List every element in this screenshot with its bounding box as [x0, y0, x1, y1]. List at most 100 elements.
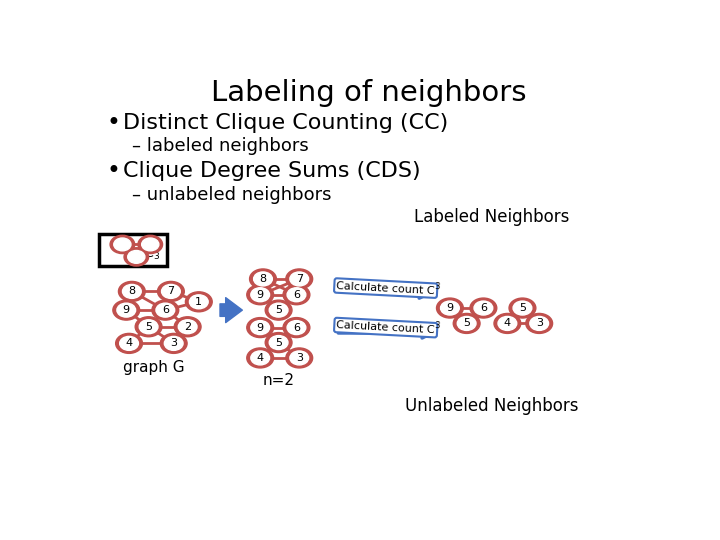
Text: 5: 5	[145, 322, 152, 332]
Circle shape	[265, 333, 292, 353]
Circle shape	[457, 316, 476, 330]
Text: 6: 6	[293, 290, 300, 300]
Circle shape	[269, 335, 288, 349]
Circle shape	[119, 281, 145, 301]
Circle shape	[290, 351, 309, 365]
Circle shape	[113, 300, 140, 320]
Circle shape	[436, 298, 463, 318]
Circle shape	[283, 285, 310, 305]
Circle shape	[474, 301, 492, 315]
Text: Calculate count C: Calculate count C	[336, 280, 435, 296]
Text: 6: 6	[293, 322, 300, 333]
Text: 3: 3	[170, 339, 177, 348]
Circle shape	[287, 288, 306, 302]
FancyBboxPatch shape	[99, 234, 167, 266]
Circle shape	[152, 300, 179, 320]
Circle shape	[122, 285, 141, 299]
Text: 8: 8	[259, 274, 266, 284]
Circle shape	[138, 235, 163, 254]
Text: 6: 6	[480, 303, 487, 313]
Circle shape	[286, 269, 312, 289]
Circle shape	[156, 303, 175, 317]
Circle shape	[158, 281, 184, 301]
Circle shape	[186, 292, 212, 312]
Circle shape	[124, 248, 148, 266]
Text: 9: 9	[256, 290, 264, 300]
Circle shape	[526, 313, 552, 333]
Text: Unlabeled Neighbors: Unlabeled Neighbors	[405, 397, 578, 415]
Text: 5: 5	[463, 319, 470, 328]
Circle shape	[161, 285, 180, 299]
Circle shape	[127, 251, 145, 264]
Text: 2: 2	[184, 322, 192, 332]
Text: 9: 9	[256, 322, 264, 333]
Circle shape	[498, 316, 517, 330]
Circle shape	[513, 301, 532, 315]
Circle shape	[142, 238, 159, 251]
Text: – unlabeled neighbors: – unlabeled neighbors	[132, 186, 331, 204]
Circle shape	[250, 269, 276, 289]
Circle shape	[251, 351, 269, 365]
Circle shape	[247, 285, 274, 305]
Circle shape	[139, 320, 158, 334]
Circle shape	[116, 333, 143, 353]
Circle shape	[164, 336, 183, 350]
Circle shape	[189, 295, 208, 309]
Text: 3: 3	[434, 321, 440, 330]
Circle shape	[290, 272, 309, 286]
Text: 3: 3	[296, 353, 302, 363]
Text: 5: 5	[275, 305, 282, 315]
Circle shape	[247, 318, 274, 338]
Text: Labeling of neighbors: Labeling of neighbors	[211, 79, 527, 107]
Circle shape	[253, 272, 272, 286]
Text: 8: 8	[128, 286, 135, 296]
Text: •: •	[107, 111, 121, 135]
Text: 5: 5	[519, 303, 526, 313]
Circle shape	[287, 321, 306, 335]
Circle shape	[494, 313, 521, 333]
Text: 3: 3	[434, 282, 440, 291]
Text: 6: 6	[162, 305, 168, 315]
Text: 4: 4	[125, 339, 132, 348]
Text: 9: 9	[122, 305, 130, 315]
Text: •: •	[107, 159, 121, 183]
Circle shape	[174, 317, 201, 337]
Text: 5: 5	[275, 338, 282, 348]
Circle shape	[470, 298, 497, 318]
Text: C: C	[145, 247, 153, 260]
Circle shape	[179, 320, 197, 334]
Circle shape	[135, 317, 162, 337]
Text: graph G: graph G	[123, 360, 185, 375]
Text: 4: 4	[256, 353, 264, 363]
Text: 3: 3	[536, 319, 543, 328]
Text: 4: 4	[504, 319, 511, 328]
Circle shape	[247, 348, 274, 368]
Text: n=2: n=2	[263, 373, 294, 388]
Circle shape	[251, 288, 269, 302]
Circle shape	[509, 298, 536, 318]
Circle shape	[454, 313, 480, 333]
Text: Distinct Clique Counting (CC): Distinct Clique Counting (CC)	[124, 113, 449, 133]
Circle shape	[283, 318, 310, 338]
Circle shape	[251, 321, 269, 335]
Circle shape	[269, 303, 288, 317]
Circle shape	[286, 348, 312, 368]
Circle shape	[120, 336, 138, 350]
Text: 9: 9	[446, 303, 454, 313]
Circle shape	[117, 303, 135, 317]
Circle shape	[441, 301, 459, 315]
Text: Calculate count C: Calculate count C	[336, 320, 435, 335]
Text: Labeled Neighbors: Labeled Neighbors	[414, 207, 570, 226]
Text: 3: 3	[153, 252, 159, 261]
Text: 1: 1	[195, 297, 202, 307]
FancyArrowPatch shape	[220, 298, 243, 322]
Circle shape	[110, 235, 135, 254]
Text: 7: 7	[167, 286, 174, 296]
Circle shape	[265, 300, 292, 320]
Text: Clique Degree Sums (CDS): Clique Degree Sums (CDS)	[124, 161, 421, 181]
Text: 7: 7	[296, 274, 303, 284]
Circle shape	[114, 238, 131, 251]
Text: – labeled neighbors: – labeled neighbors	[132, 137, 309, 155]
Circle shape	[161, 333, 187, 353]
Circle shape	[530, 316, 549, 330]
